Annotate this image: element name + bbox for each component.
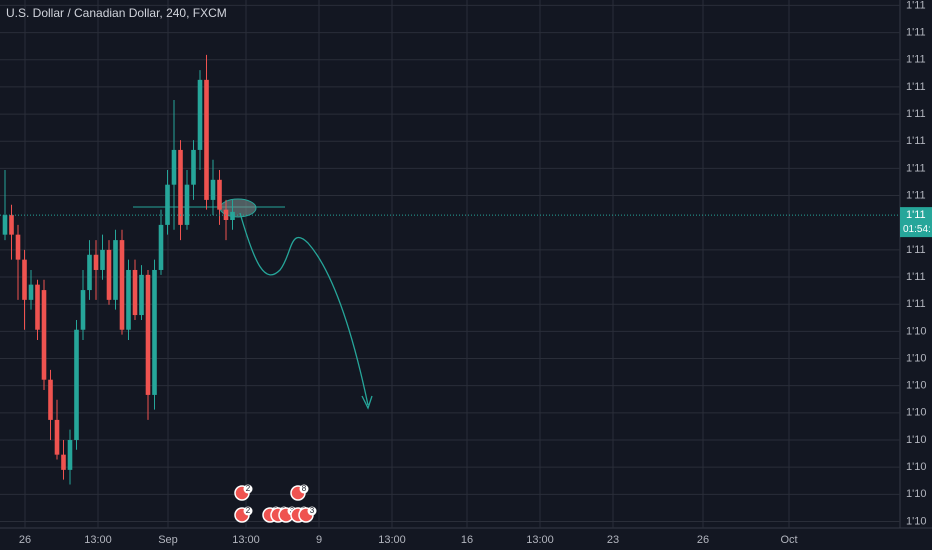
- candle-body: [184, 184, 190, 225]
- y-tick-label: 1'11: [906, 81, 926, 93]
- y-tick-label: 1'10: [906, 325, 926, 337]
- chart-title: U.S. Dollar / Canadian Dollar, 240, FXCM: [6, 6, 227, 20]
- y-tick-label: 1'11: [906, 135, 926, 147]
- x-tick-label: 13:00: [378, 534, 406, 546]
- countdown: 01:54:: [903, 224, 931, 235]
- candle-body: [28, 284, 34, 300]
- candle-body: [145, 274, 151, 395]
- y-tick-label: 1'10: [906, 380, 926, 392]
- candle-body: [204, 79, 209, 200]
- y-tick-label: 1'11: [906, 26, 926, 38]
- event-badge: [307, 506, 317, 516]
- candle-body: [230, 211, 235, 220]
- x-tick-label: 9: [316, 534, 322, 546]
- last-price-tag: [900, 207, 932, 238]
- candle-body: [126, 269, 131, 330]
- y-tick-label: 1'11: [906, 54, 926, 66]
- candle-body: [113, 240, 118, 300]
- candle-body: [93, 254, 99, 270]
- candle-body: [87, 254, 92, 291]
- event-badge: [243, 484, 253, 494]
- x-tick-label: Sep: [158, 534, 178, 546]
- candle-body: [119, 240, 125, 330]
- candle-body: [48, 379, 53, 420]
- candle-body: [178, 149, 183, 225]
- x-tick-label: 13:00: [526, 534, 554, 546]
- y-tick-label: 1'11: [906, 298, 926, 310]
- x-tick-label: 26: [19, 534, 31, 546]
- y-tick-label: 1'10: [906, 461, 926, 473]
- candle-body: [80, 290, 86, 330]
- projection-arrow: [239, 212, 369, 406]
- candle-body: [35, 284, 40, 330]
- candle-body: [54, 419, 60, 455]
- event-badge: [243, 506, 253, 516]
- candle-body: [165, 184, 170, 225]
- event-count: 8: [302, 484, 307, 493]
- y-tick-label: 1'10: [906, 434, 926, 446]
- candle-body: [191, 149, 196, 185]
- candle-body: [100, 249, 105, 270]
- y-tick-label: 1'11: [906, 108, 926, 120]
- candle-body: [67, 440, 73, 470]
- candle-body: [171, 149, 177, 185]
- x-tick-label: 13:00: [84, 534, 112, 546]
- candle-body: [9, 215, 14, 235]
- y-tick-label: 1'10: [906, 352, 926, 364]
- candle-body: [41, 290, 47, 380]
- y-tick-label: 1'10: [906, 488, 926, 500]
- event-count: 2: [246, 506, 251, 515]
- x-tick-label: Oct: [780, 534, 797, 546]
- y-tick-label: 1'11: [906, 189, 926, 201]
- event-count: 2: [246, 484, 251, 493]
- x-tick-label: 23: [607, 534, 619, 546]
- candle-body: [152, 269, 157, 395]
- candle-body: [106, 249, 112, 300]
- candle-body: [158, 224, 164, 270]
- candle-body: [132, 269, 138, 316]
- candle-body: [210, 179, 216, 200]
- last-price-label: 1'11: [906, 209, 926, 221]
- x-tick-label: 13:00: [232, 534, 260, 546]
- candle-body: [139, 274, 144, 316]
- y-tick-label: 1'11: [906, 244, 926, 256]
- event-count: 3: [310, 506, 315, 515]
- y-tick-label: 1'10: [906, 515, 926, 527]
- y-tick-label: 1'11: [906, 271, 926, 283]
- candle-body: [2, 215, 8, 235]
- candle-body: [22, 259, 27, 300]
- event-badge: [299, 484, 309, 494]
- y-tick-label: 1'11: [906, 162, 926, 174]
- candle-body: [15, 234, 21, 260]
- x-tick-label: 26: [697, 534, 709, 546]
- candle-body: [61, 454, 66, 470]
- candle-body: [217, 179, 222, 210]
- y-tick-label: 1'10: [906, 407, 926, 419]
- y-tick-label: 1'11: [906, 0, 926, 11]
- arrow-head: [361, 395, 373, 410]
- x-tick-label: 16: [461, 534, 473, 546]
- candle-body: [74, 329, 79, 440]
- candle-body: [197, 79, 203, 150]
